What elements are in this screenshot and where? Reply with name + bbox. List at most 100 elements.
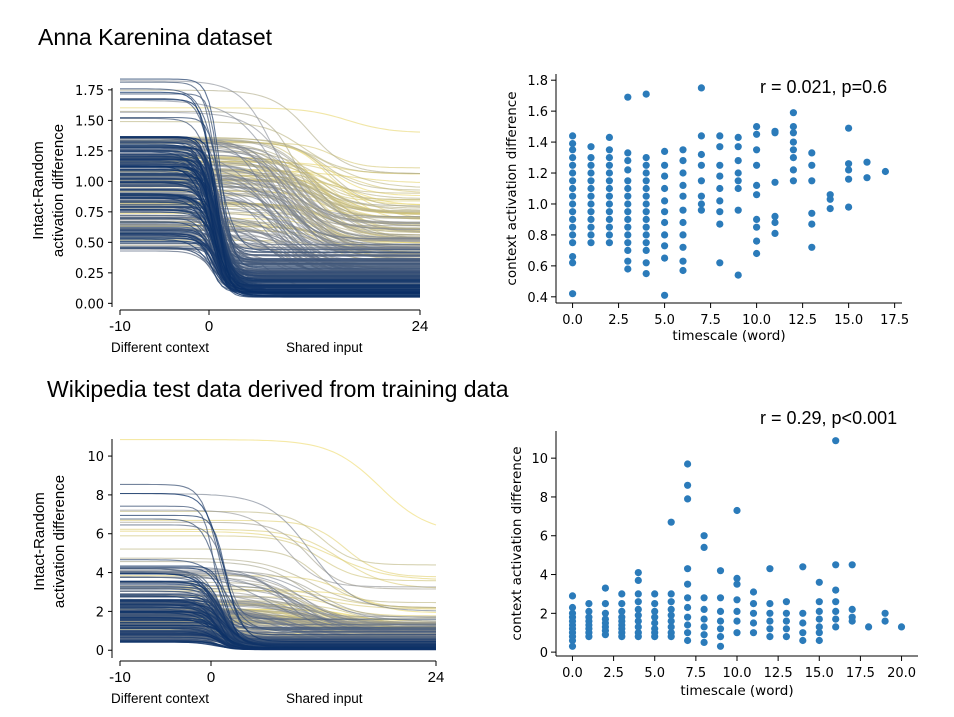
scatter-point	[634, 598, 642, 606]
scatter-point	[642, 270, 650, 278]
scatter-point	[661, 231, 669, 239]
scatter-point	[716, 220, 724, 228]
scatter-point	[605, 200, 614, 208]
scatter-point	[848, 561, 856, 569]
y-tick-label: 2	[540, 607, 548, 622]
scatter-point	[618, 600, 626, 608]
scatter-point	[661, 161, 669, 169]
x-tick-label: 15.0	[834, 313, 863, 328]
activation-curve	[120, 99, 420, 230]
x-axis-label: timescale (word)	[680, 683, 793, 699]
scatter-point	[679, 243, 687, 251]
y-tick-label: 4	[540, 569, 548, 584]
scatter-point	[815, 607, 823, 616]
scatter-point	[651, 600, 659, 608]
scatter-point	[753, 249, 761, 258]
scatter-point	[569, 192, 577, 200]
scatter-point	[679, 206, 687, 214]
scatter-point	[766, 600, 774, 608]
activation-curve	[120, 78, 420, 269]
scatter-point	[716, 197, 724, 205]
curve-lines	[119, 78, 421, 298]
anna-curve-panel: 0.00 0.25 0.50 0.75 1.00 1.25 1.50 1.75 -10 0 24 Di…	[30, 78, 428, 355]
scatter-point	[642, 192, 650, 200]
scatter-point	[771, 218, 779, 227]
activation-curve	[120, 588, 436, 644]
scatter-point	[634, 590, 642, 598]
scatter-point	[667, 598, 675, 606]
scatter-point	[605, 154, 614, 162]
scatter-point	[624, 231, 632, 239]
anna-scatter-panel: 0.0 2.5 5.0 7.5 10.0 12.5 15.0 17.5 0.4 0.6 0.8 1.0…	[504, 74, 909, 344]
different-context-label: Different context	[111, 340, 209, 355]
scatter-point	[624, 177, 632, 185]
scatter-point	[808, 177, 816, 185]
x-tick-label: 7.5	[700, 313, 721, 328]
y-tick-label: 1.4	[527, 136, 548, 151]
x-tick-label: 24	[428, 669, 445, 686]
scatter-point	[766, 617, 774, 625]
scatter-point	[568, 642, 577, 650]
scatter-point	[667, 617, 675, 625]
scatter-point	[661, 254, 669, 262]
scatter-point	[700, 605, 708, 614]
x-tick-label: 2.5	[608, 313, 629, 328]
scatter-point	[587, 192, 595, 200]
activation-curve	[120, 117, 420, 257]
shared-input-label: Shared input	[286, 691, 363, 706]
scatter-point	[642, 154, 650, 162]
scatter-point	[808, 149, 816, 157]
x-tick-label: 5.0	[644, 666, 665, 681]
scatter-point	[808, 209, 816, 217]
activation-curve	[120, 509, 436, 588]
scatter-point	[684, 580, 692, 588]
scatter-point	[789, 177, 798, 185]
scatter-point	[587, 169, 595, 177]
scatter-point	[642, 169, 650, 177]
activation-curve	[120, 519, 437, 578]
activation-curve	[120, 80, 420, 218]
activation-curve	[120, 600, 436, 648]
scatter-point	[700, 543, 708, 552]
scatter-point	[845, 160, 853, 168]
scatter-point	[587, 177, 595, 185]
scatter-point	[848, 605, 856, 614]
scatter-point	[585, 600, 593, 608]
scatter-point	[734, 206, 742, 214]
scatter-point	[624, 239, 632, 247]
activation-curve	[120, 88, 420, 253]
scatter-point	[667, 590, 675, 598]
y-tick-label: 0.75	[75, 206, 104, 221]
scatter-point	[667, 633, 675, 641]
scatter-point	[808, 243, 816, 251]
y-tick-label: 6	[540, 530, 548, 545]
activation-curve	[120, 165, 420, 294]
scatter-point	[753, 181, 761, 189]
scatter-point	[766, 625, 774, 633]
scatter-point	[642, 184, 650, 193]
activation-curve	[120, 548, 437, 604]
activation-curve	[120, 559, 436, 632]
scatter-point	[569, 239, 577, 247]
scatter-point	[601, 584, 610, 592]
scatter-point	[651, 633, 659, 641]
correlation-annotation: r = 0.29, p<0.001	[760, 408, 897, 428]
scatter-point	[661, 242, 669, 250]
activation-curve	[120, 565, 436, 646]
scatter-point	[749, 609, 758, 617]
scatter-point	[569, 184, 577, 193]
scatter-point	[832, 615, 840, 623]
scatter-point	[881, 167, 890, 176]
activation-curve	[120, 521, 436, 590]
scatter-point	[815, 623, 823, 631]
scatter-point	[642, 161, 650, 169]
y-tick-label: 1.6	[527, 105, 548, 120]
scatter-point	[716, 567, 725, 575]
scatter-point	[771, 129, 779, 137]
activation-curve	[120, 492, 436, 643]
scatter-point	[624, 223, 632, 231]
scatter-point	[605, 215, 614, 223]
x-tick-label: 2.5	[603, 666, 624, 681]
